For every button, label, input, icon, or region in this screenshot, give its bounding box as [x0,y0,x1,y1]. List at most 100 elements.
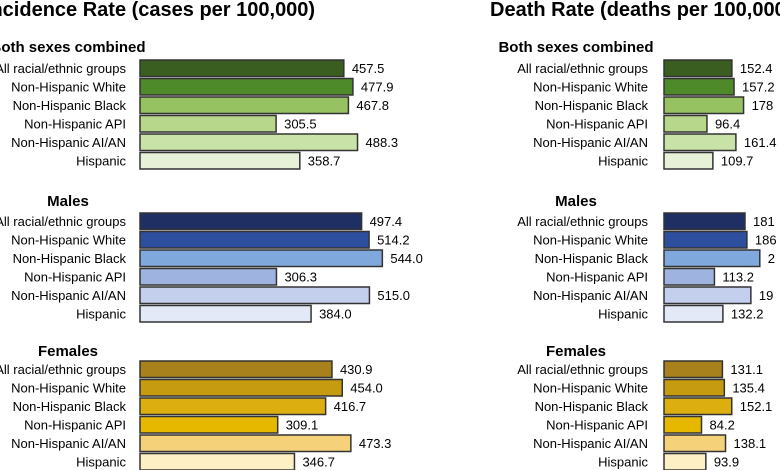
category-label: Hispanic [76,455,126,470]
value-label: 131.1 [730,362,763,377]
bar [663,59,733,78]
category-label: Non-Hispanic White [533,80,648,95]
bar [139,286,371,305]
bar [139,230,370,249]
group-title: Both sexes combined [0,39,146,56]
bar [663,267,716,286]
value-label: 152.4 [740,61,773,76]
bar [139,96,350,115]
value-label: 346.7 [302,455,335,470]
value-label: 181 [753,214,775,229]
group-title: Males [555,193,597,210]
category-label: Non-Hispanic API [24,418,126,433]
category-label: Non-Hispanic Black [535,251,649,266]
category-label: Hispanic [598,154,648,169]
value-label: 384.0 [319,307,352,322]
bar [139,452,296,470]
bar [663,360,724,379]
bar [139,415,279,434]
value-label: 84.2 [710,418,735,433]
group-title: Females [38,343,98,360]
category-label: Non-Hispanic API [546,418,648,433]
category-label: Non-Hispanic White [533,233,648,248]
group-title: Both sexes combined [498,39,653,56]
incidence-title: Incidence Rate (cases per 100,000) [0,0,315,21]
bar [139,378,344,397]
death-title: Death Rate (deaths per 100,000) [490,0,780,21]
bar [663,114,708,133]
bar [663,378,726,397]
value-label: 157.2 [742,80,775,95]
bar [139,114,277,133]
category-label: Non-Hispanic Black [13,251,127,266]
category-label: Non-Hispanic Black [13,399,127,414]
value-label: 497.4 [370,214,403,229]
bar [139,304,312,323]
bar [663,96,745,115]
category-label: Non-Hispanic White [11,233,126,248]
bar [139,267,278,286]
bar [663,452,707,470]
value-label: 135.4 [732,381,765,396]
category-label: Non-Hispanic White [533,381,648,396]
value-label: 473.3 [359,436,392,451]
value-label: 467.8 [356,98,389,113]
value-label: 113.2 [722,270,754,285]
category-label: Non-Hispanic Black [535,98,649,113]
bar [139,397,327,416]
bar [139,360,333,379]
group-title: Males [47,193,89,210]
bar [663,151,714,170]
bar [139,133,359,152]
value-label: 2 [768,251,775,266]
value-label: 19 [759,288,773,303]
category-label: All racial/ethnic groups [517,362,648,377]
value-label: 430.9 [340,362,373,377]
category-label: Non-Hispanic API [24,117,126,132]
value-label: 457.5 [352,61,385,76]
category-label: All racial/ethnic groups [0,362,126,377]
category-label: Non-Hispanic AI/AN [11,288,126,303]
value-label: 544.0 [390,251,423,266]
bar [663,249,761,268]
bar [663,415,703,434]
bar [663,434,727,453]
bar [139,249,384,268]
value-label: 477.9 [361,80,394,95]
category-label: Hispanic [76,307,126,322]
incidence-panel: Incidence Rate (cases per 100,000) Both … [0,0,423,470]
bar [139,151,301,170]
value-label: 161.4 [744,135,777,150]
bar [139,434,352,453]
value-label: 96.4 [715,117,740,132]
value-label: 93.9 [714,455,739,470]
category-label: Non-Hispanic White [11,381,126,396]
category-label: Non-Hispanic Black [13,98,127,113]
group-title: Females [546,343,606,360]
value-label: 186 [755,233,777,248]
death-panel: Death Rate (deaths per 100,000) Both sex… [490,0,780,470]
value-label: 514.2 [377,233,410,248]
value-label: 109.7 [721,154,754,169]
bar [663,397,733,416]
value-label: 138.1 [734,436,767,451]
bar [663,133,737,152]
category-label: All racial/ethnic groups [0,61,126,76]
category-label: Hispanic [598,307,648,322]
value-label: 306.3 [284,270,317,285]
value-label: 309.1 [286,418,319,433]
bar [663,286,752,305]
value-label: 488.3 [366,135,399,150]
category-label: Hispanic [76,154,126,169]
value-label: 178 [752,98,774,113]
value-label: 515.0 [377,288,410,303]
value-label: 305.5 [284,117,317,132]
bar [663,212,746,231]
category-label: Non-Hispanic AI/AN [11,436,126,451]
bar [663,77,735,96]
category-label: All racial/ethnic groups [517,214,648,229]
category-label: Non-Hispanic AI/AN [533,436,648,451]
category-label: Non-Hispanic API [24,270,126,285]
bar [663,304,724,323]
